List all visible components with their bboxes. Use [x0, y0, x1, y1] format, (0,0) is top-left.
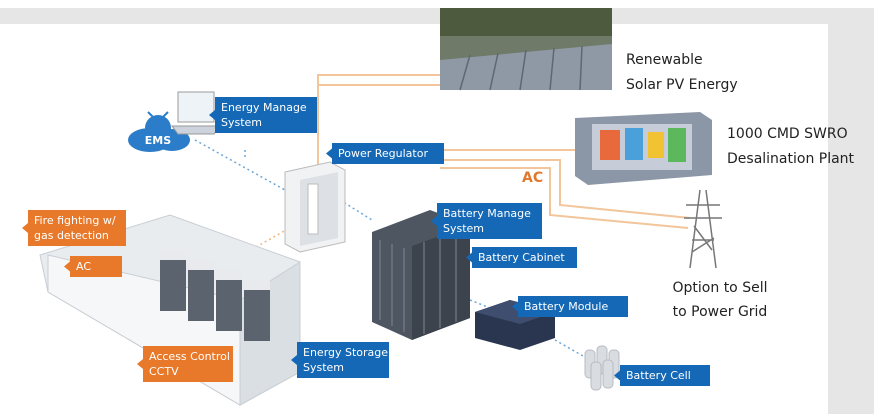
callout-label: Battery Cell — [626, 369, 691, 382]
callout-label: Battery Manage — [443, 207, 531, 220]
solar-label: Solar PV Energy — [626, 77, 738, 93]
ems-label: EMS — [145, 134, 171, 147]
top-edge — [0, 0, 874, 8]
callout-label: Access Control — [149, 350, 230, 363]
desalination-plant — [575, 112, 712, 185]
grid-label: to Power Grid — [673, 304, 768, 320]
callout-label: AC — [76, 260, 91, 273]
flow-label: AC — [522, 170, 543, 186]
callout-label: gas detection — [34, 229, 109, 242]
callout-label: Battery Module — [524, 300, 608, 313]
power-regulator — [285, 162, 345, 252]
callout-label: Energy Storage — [303, 346, 388, 359]
callout-label: CCTV — [149, 365, 179, 378]
callout-label: System — [443, 222, 484, 235]
callout-label: Power Regulator — [338, 147, 428, 160]
callout-label: Battery Cabinet — [478, 251, 565, 264]
desalination-label: Desalination Plant — [727, 151, 855, 167]
grid-label: Option to Sell — [673, 280, 768, 296]
callout-label: Fire fighting w/ — [34, 214, 116, 227]
solar-photo — [440, 8, 612, 90]
callout-label: System — [221, 116, 262, 129]
solar-label: Renewable — [626, 52, 703, 68]
callout-label: System — [303, 361, 344, 374]
diagram: Renewable Solar PV Energy 1000 CMD SWRO … — [0, 0, 874, 414]
desalination-label: 1000 CMD SWRO — [727, 126, 848, 142]
callout-label: Energy Manage — [221, 101, 307, 114]
